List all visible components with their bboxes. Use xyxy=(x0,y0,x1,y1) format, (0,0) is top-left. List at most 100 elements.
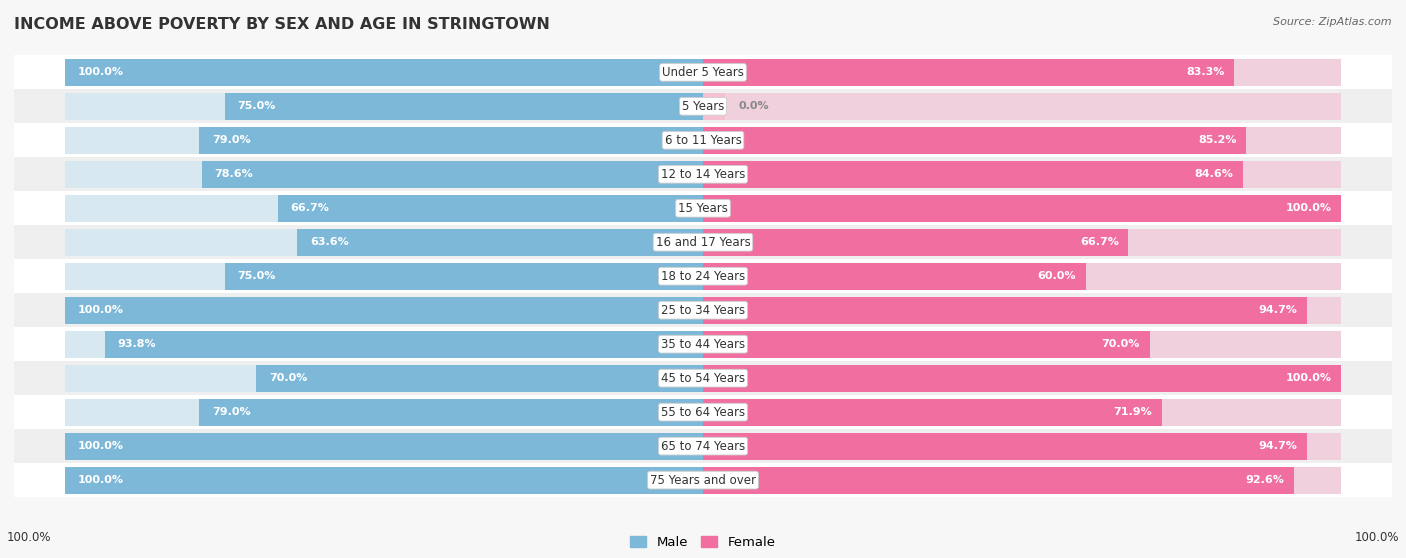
Text: 79.0%: 79.0% xyxy=(212,407,250,417)
Bar xyxy=(14,157,1392,191)
Bar xyxy=(703,398,1161,426)
Text: 75.0%: 75.0% xyxy=(238,102,276,111)
Bar xyxy=(703,195,1341,222)
Bar xyxy=(14,89,1392,123)
Bar xyxy=(256,364,703,392)
Bar xyxy=(200,398,703,426)
Bar xyxy=(14,259,1392,293)
Bar xyxy=(65,127,703,154)
Bar xyxy=(14,463,1392,497)
Bar xyxy=(65,59,703,86)
Bar xyxy=(14,395,1392,429)
Text: 100.0%: 100.0% xyxy=(1354,531,1399,544)
Bar xyxy=(65,432,703,460)
Text: 18 to 24 Years: 18 to 24 Years xyxy=(661,270,745,283)
Bar xyxy=(65,229,703,256)
Bar xyxy=(703,127,1341,154)
Bar xyxy=(225,263,703,290)
Text: 71.9%: 71.9% xyxy=(1114,407,1152,417)
Bar xyxy=(14,327,1392,361)
Bar xyxy=(703,229,1129,256)
Bar xyxy=(703,93,725,120)
Bar xyxy=(703,59,1234,86)
Bar xyxy=(703,93,1341,120)
Text: 15 Years: 15 Years xyxy=(678,202,728,215)
Bar xyxy=(225,93,703,120)
Text: 100.0%: 100.0% xyxy=(77,475,124,485)
Bar xyxy=(703,364,1341,392)
Bar xyxy=(65,398,703,426)
Bar xyxy=(703,127,1247,154)
Text: 12 to 14 Years: 12 to 14 Years xyxy=(661,168,745,181)
Text: 84.6%: 84.6% xyxy=(1194,169,1233,179)
Bar xyxy=(65,297,703,324)
Text: 94.7%: 94.7% xyxy=(1258,305,1298,315)
Bar xyxy=(65,195,703,222)
Bar xyxy=(65,59,703,86)
Bar xyxy=(297,229,703,256)
Text: 94.7%: 94.7% xyxy=(1258,441,1298,451)
Bar xyxy=(65,432,703,460)
Text: 63.6%: 63.6% xyxy=(311,237,349,247)
Bar xyxy=(65,93,703,120)
Bar xyxy=(14,361,1392,395)
Text: 45 to 54 Years: 45 to 54 Years xyxy=(661,372,745,384)
Bar xyxy=(703,466,1341,494)
Text: 92.6%: 92.6% xyxy=(1246,475,1284,485)
Text: 85.2%: 85.2% xyxy=(1198,135,1237,145)
Text: 79.0%: 79.0% xyxy=(212,135,250,145)
Bar xyxy=(703,229,1341,256)
Bar xyxy=(703,263,1085,290)
Bar xyxy=(65,297,703,324)
Bar xyxy=(14,55,1392,89)
Text: Under 5 Years: Under 5 Years xyxy=(662,66,744,79)
Text: 0.0%: 0.0% xyxy=(738,102,769,111)
Text: 70.0%: 70.0% xyxy=(1101,339,1140,349)
Bar xyxy=(65,161,703,188)
Text: 100.0%: 100.0% xyxy=(77,441,124,451)
Text: 75.0%: 75.0% xyxy=(238,271,276,281)
Bar xyxy=(65,263,703,290)
Legend: Male, Female: Male, Female xyxy=(626,531,780,554)
Bar xyxy=(201,161,703,188)
Text: 83.3%: 83.3% xyxy=(1187,68,1225,78)
Bar xyxy=(200,127,703,154)
Bar xyxy=(703,263,1341,290)
Text: 100.0%: 100.0% xyxy=(7,531,52,544)
Text: 60.0%: 60.0% xyxy=(1038,271,1076,281)
Bar xyxy=(703,161,1243,188)
Text: 6 to 11 Years: 6 to 11 Years xyxy=(665,134,741,147)
Text: 100.0%: 100.0% xyxy=(1285,203,1331,213)
Bar xyxy=(703,297,1308,324)
Bar xyxy=(14,191,1392,225)
Text: 100.0%: 100.0% xyxy=(1285,373,1331,383)
Bar xyxy=(703,161,1341,188)
Bar xyxy=(65,364,703,392)
Bar xyxy=(65,466,703,494)
Text: 75 Years and over: 75 Years and over xyxy=(650,474,756,487)
Text: 5 Years: 5 Years xyxy=(682,100,724,113)
Bar xyxy=(703,432,1308,460)
Text: 65 to 74 Years: 65 to 74 Years xyxy=(661,440,745,453)
Text: 66.7%: 66.7% xyxy=(290,203,329,213)
Bar xyxy=(703,432,1341,460)
Bar xyxy=(277,195,703,222)
Text: 55 to 64 Years: 55 to 64 Years xyxy=(661,406,745,418)
Text: 70.0%: 70.0% xyxy=(269,373,308,383)
Bar xyxy=(703,331,1150,358)
Bar xyxy=(14,293,1392,327)
Bar xyxy=(703,364,1341,392)
Bar xyxy=(104,331,703,358)
Text: 66.7%: 66.7% xyxy=(1080,237,1119,247)
Bar xyxy=(65,331,703,358)
Bar xyxy=(65,466,703,494)
Bar xyxy=(703,297,1341,324)
Text: 25 to 34 Years: 25 to 34 Years xyxy=(661,304,745,317)
Text: 16 and 17 Years: 16 and 17 Years xyxy=(655,235,751,249)
Bar xyxy=(14,225,1392,259)
Bar xyxy=(703,195,1341,222)
Text: 35 to 44 Years: 35 to 44 Years xyxy=(661,338,745,350)
Bar xyxy=(14,123,1392,157)
Bar xyxy=(703,398,1341,426)
Text: 100.0%: 100.0% xyxy=(77,305,124,315)
